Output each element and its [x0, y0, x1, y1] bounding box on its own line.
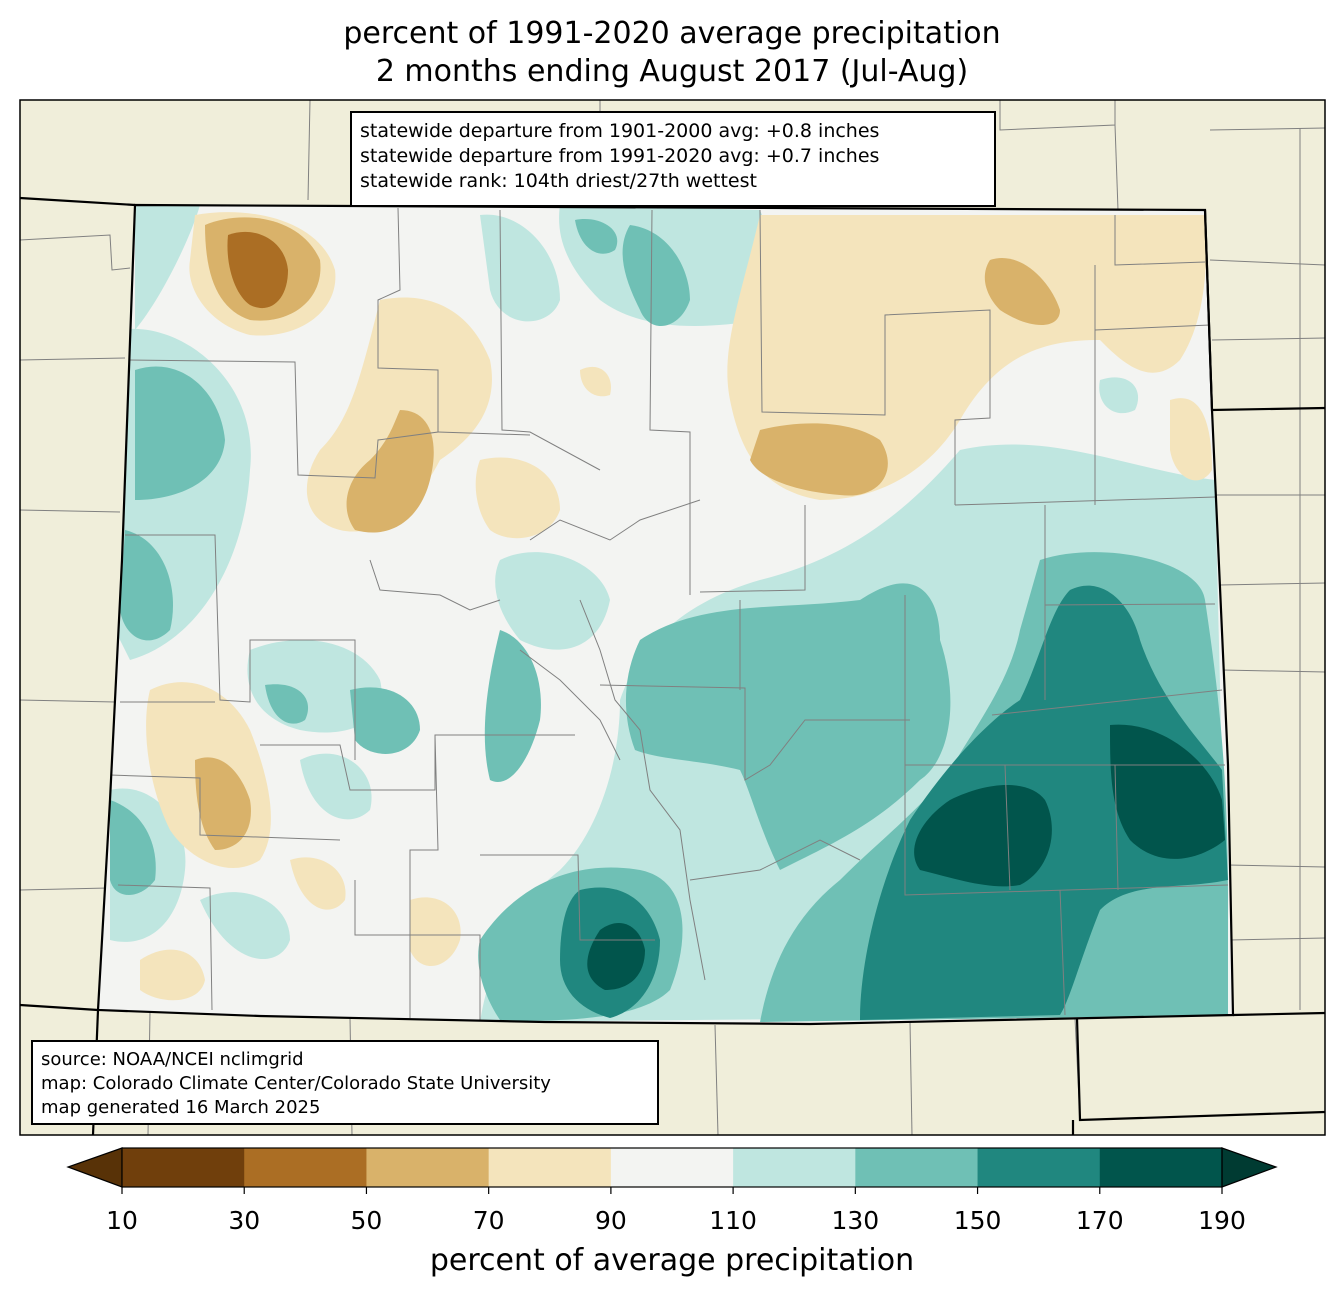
colorbar-over-arrow [1221, 1147, 1278, 1188]
colorbar-bin-5 [733, 1148, 856, 1187]
colorbar-tick-label: 90 [594, 1206, 627, 1235]
colorbar-bin-3 [488, 1148, 612, 1187]
colorbar-tick-label: 10 [106, 1206, 138, 1235]
colorbar-bin-8 [1099, 1148, 1223, 1187]
source-box: source: NOAA/NCEI nclimgrid map: Colorad… [31, 1040, 659, 1125]
colorbar-under-arrow [66, 1147, 123, 1188]
colorbar-tick-label: 170 [1075, 1206, 1124, 1235]
colorbar-bin-0 [122, 1148, 245, 1187]
colorbar-label: percent of average precipitation [429, 1243, 915, 1278]
colorbar-bin-2 [366, 1148, 490, 1187]
generated-date-line: map generated 16 March 2025 [41, 1097, 321, 1118]
colorbar-tick-label: 150 [953, 1206, 1002, 1235]
colorbar-tick-label: 70 [472, 1206, 505, 1235]
precipitation-field [98, 205, 1233, 1024]
county-lines [109, 207, 1229, 1020]
stats-departure-1901-2000: statewide departure from 1901-2000 avg: … [360, 120, 880, 142]
statewide-stats-box: statewide departure from 1901-2000 avg: … [350, 111, 996, 207]
colorbar-bin-6 [855, 1148, 979, 1187]
stats-rank: statewide rank: 104th driest/27th wettes… [360, 170, 757, 192]
map-credit-line: map: Colorado Climate Center/Colorado St… [41, 1073, 551, 1094]
colorbar [66, 1147, 1278, 1194]
colorbar-bin-4 [610, 1148, 734, 1187]
colorbar-tick-label: 110 [709, 1206, 757, 1235]
source-line: source: NOAA/NCEI nclimgrid [41, 1049, 304, 1070]
colorbar-bin-1 [244, 1148, 367, 1187]
state-borders [20, 196, 1325, 1135]
colorbar-tick-label: 50 [350, 1206, 383, 1235]
colorbar-tick-label: 190 [1198, 1206, 1246, 1235]
stats-departure-1991-2020: statewide departure from 1991-2020 avg: … [360, 145, 880, 167]
colorbar-bin-7 [977, 1148, 1101, 1187]
colorbar-tick-label: 30 [228, 1206, 261, 1235]
map-subtitle: 2 months ending August 2017 (Jul-Aug) [375, 54, 969, 89]
map-frame [19, 99, 1326, 1136]
colorbar-tick-label: 130 [831, 1206, 880, 1235]
map-title: percent of 1991-2020 average precipitati… [343, 16, 1001, 51]
